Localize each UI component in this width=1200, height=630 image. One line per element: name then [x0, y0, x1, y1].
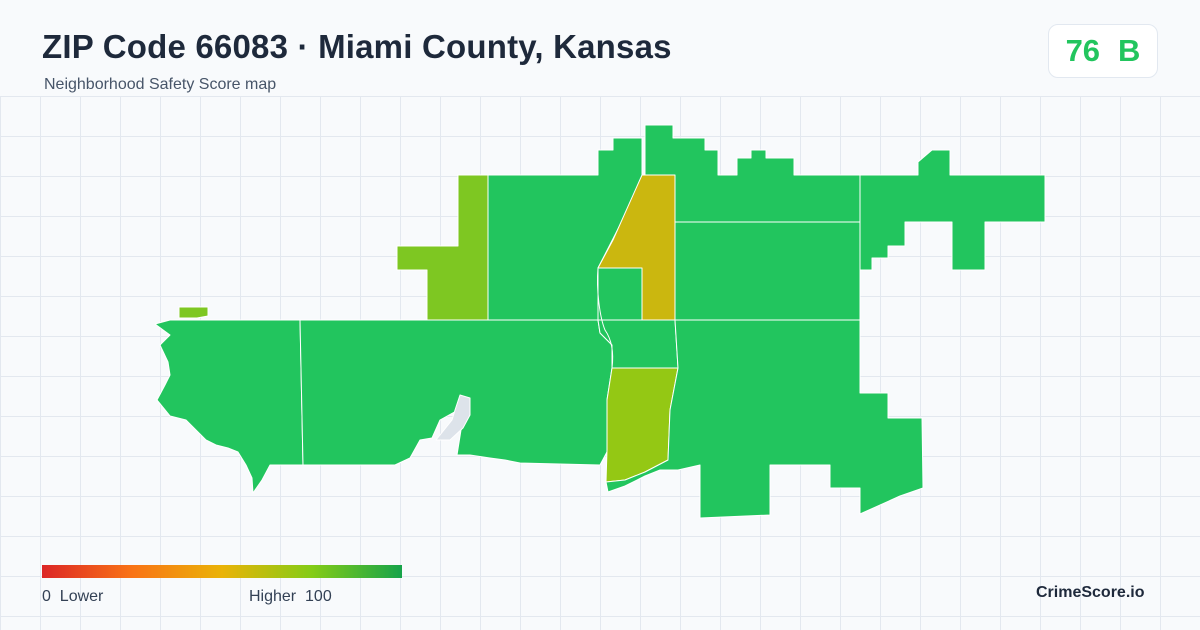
tract-north-tower[interactable] — [644, 124, 861, 223]
tract-northeast[interactable] — [859, 149, 1046, 271]
tract-west[interactable] — [154, 319, 304, 494]
legend-max-label: Higher — [249, 588, 297, 605]
page-title: ZIP Code 66083 · Miami County, Kansas — [42, 28, 672, 65]
tract-northwest-tick[interactable] — [178, 306, 209, 319]
tract-west-arm[interactable] — [396, 174, 489, 321]
score-value: 76 — [1065, 33, 1101, 68]
legend-max: 100 — [305, 588, 332, 605]
tract-south-central[interactable] — [299, 319, 613, 466]
score-card: 76 B — [1048, 24, 1158, 78]
tract-no-data[interactable] — [435, 394, 471, 441]
brand-logo-text: CrimeScore.io — [1036, 584, 1145, 601]
tract-southeast[interactable] — [605, 319, 924, 519]
page-subtitle: Neighborhood Safety Score map — [44, 76, 277, 93]
score-grade: B — [1118, 33, 1141, 68]
tract-north-central[interactable] — [487, 137, 643, 321]
tract-east-middle[interactable] — [674, 221, 861, 321]
legend-max-group: Higher 100 — [249, 588, 332, 606]
tract-central-small[interactable] — [597, 267, 643, 321]
legend-min: 0 — [42, 588, 51, 605]
legend-min-group: 0 Lower — [42, 588, 103, 606]
river-line — [597, 267, 614, 369]
legend-gradient-bar — [42, 565, 402, 578]
legend-min-label: Lower — [59, 588, 104, 605]
